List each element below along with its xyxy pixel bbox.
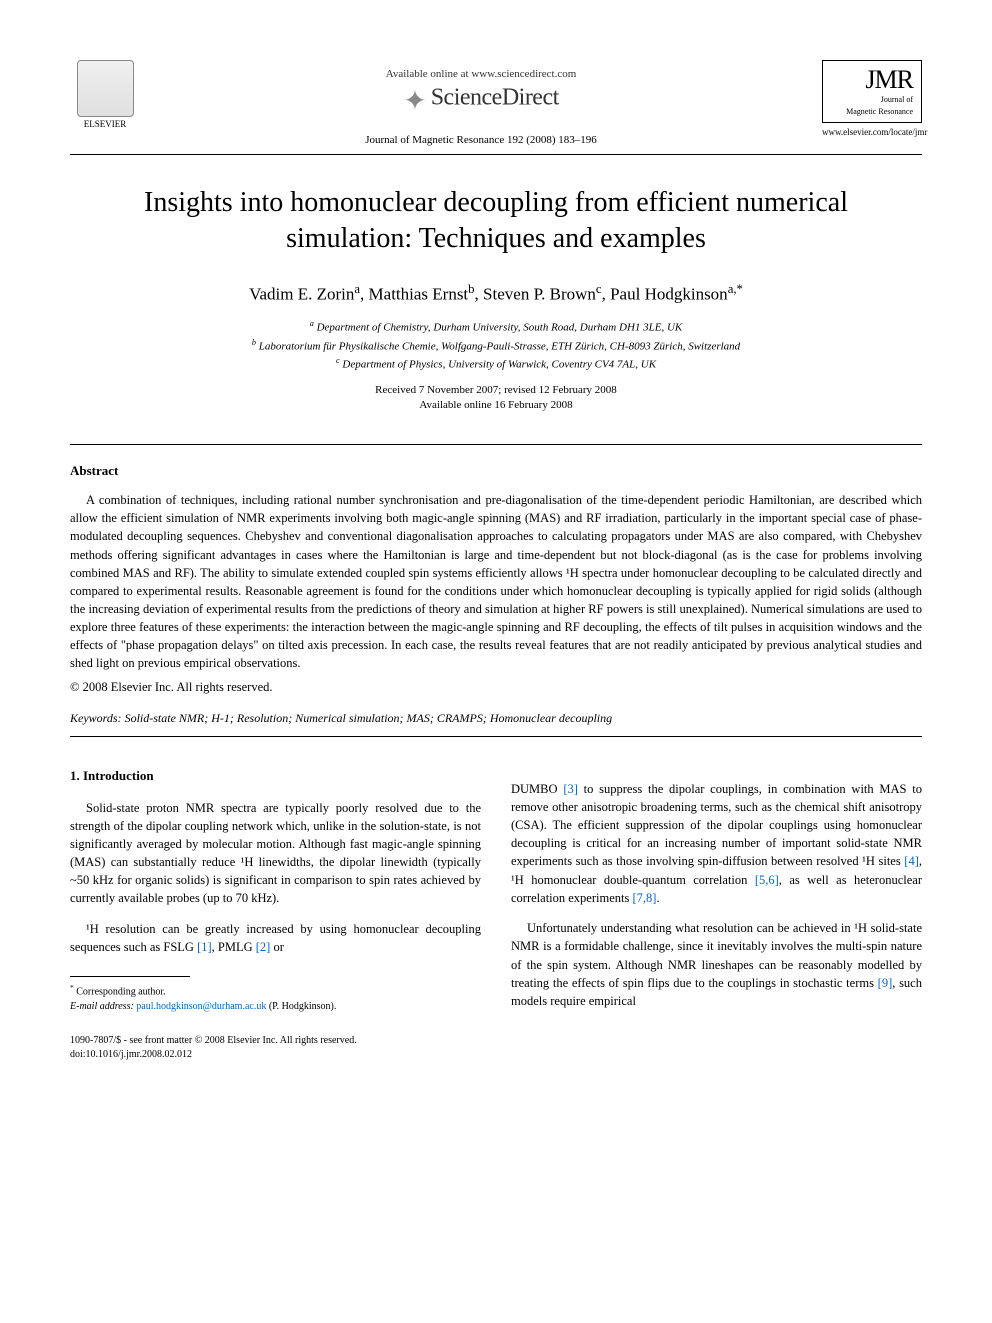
page-container: ELSEVIER Available online at www.science… — [0, 0, 992, 1102]
c2p2-a: Unfortunately understanding what resolut… — [511, 921, 922, 989]
header-row: ELSEVIER Available online at www.science… — [70, 60, 922, 146]
intro-p2-b: , PMLG — [212, 940, 256, 954]
c2p1-e: . — [656, 891, 659, 905]
corresponding-star: * — [737, 282, 743, 296]
author-4-aff: a, — [728, 282, 737, 296]
header-divider — [70, 154, 922, 155]
footnote-email-link[interactable]: paul.hodgkinson@durham.ac.uk — [136, 1001, 266, 1012]
ref-link-78[interactable]: [7,8] — [632, 891, 656, 905]
dates-block: Received 7 November 2007; revised 12 Feb… — [70, 383, 922, 414]
footnote-block: * Corresponding author. E-mail address: … — [70, 983, 481, 1013]
author-3-aff: c — [596, 282, 602, 296]
affiliations: a Department of Chemistry, Durham Univer… — [70, 318, 922, 372]
sciencedirect-text: ScienceDirect — [431, 85, 559, 111]
journal-reference: Journal of Magnetic Resonance 192 (2008)… — [140, 134, 822, 146]
elsevier-text: ELSEVIER — [84, 119, 127, 129]
jmr-name-line1: Journal of — [831, 95, 913, 105]
received-date: Received 7 November 2007; revised 12 Feb… — [70, 383, 922, 398]
jmr-abbrev: JMR — [831, 67, 913, 93]
ref-link-3[interactable]: [3] — [563, 782, 578, 796]
abstract-label: Abstract — [70, 463, 922, 479]
author-4: Paul Hodgkinson — [610, 284, 728, 303]
author-1: Vadim E. Zorin — [249, 284, 354, 303]
author-3: Steven P. Brown — [483, 284, 596, 303]
jmr-name-line2: Magnetic Resonance — [831, 107, 913, 117]
online-date: Available online 16 February 2008 — [70, 398, 922, 413]
header-center: Available online at www.sciencedirect.co… — [140, 60, 822, 146]
footnote-email-line: E-mail address: paul.hodgkinson@durham.a… — [70, 1000, 481, 1014]
affiliation-a: a Department of Chemistry, Durham Univer… — [70, 318, 922, 336]
affiliation-c-text: Department of Physics, University of War… — [342, 358, 656, 370]
column-left: 1. Introduction Solid-state proton NMR s… — [70, 767, 481, 1061]
ref-link-56[interactable]: [5,6] — [755, 873, 779, 887]
footnote-email-label: E-mail address: — [70, 1001, 134, 1012]
abstract-bottom-divider — [70, 736, 922, 737]
jmr-logo-box: JMR Journal of Magnetic Resonance — [822, 60, 922, 123]
col2-para-2: Unfortunately understanding what resolut… — [511, 919, 922, 1010]
intro-p2-c: or — [270, 940, 284, 954]
c2p1-a: DUMBO — [511, 782, 563, 796]
doi-line-1: 1090-7807/$ - see front matter © 2008 El… — [70, 1034, 481, 1048]
intro-para-1: Solid-state proton NMR spectra are typic… — [70, 799, 481, 908]
affiliation-b-text: Laboratorium für Physikalische Chemie, W… — [259, 340, 740, 352]
doi-line-2: doi:10.1016/j.jmr.2008.02.012 — [70, 1048, 481, 1062]
footnote-corresponding: * Corresponding author. — [70, 983, 481, 999]
body-two-column: 1. Introduction Solid-state proton NMR s… — [70, 767, 922, 1061]
affiliation-b: b Laboratorium für Physikalische Chemie,… — [70, 337, 922, 355]
abstract-text: A combination of techniques, including r… — [70, 491, 922, 672]
article-title: Insights into homonuclear decoupling fro… — [110, 185, 882, 258]
footnote-star-icon: * — [70, 983, 74, 992]
available-online-text: Available online at www.sciencedirect.co… — [140, 68, 822, 80]
footnote-rule — [70, 976, 190, 977]
author-2: Matthias Ernst — [369, 284, 469, 303]
doi-block: 1090-7807/$ - see front matter © 2008 El… — [70, 1034, 481, 1062]
affiliation-a-text: Department of Chemistry, Durham Universi… — [317, 322, 683, 334]
col2-para-1: DUMBO [3] to suppress the dipolar coupli… — [511, 780, 922, 907]
intro-para-2: ¹H resolution can be greatly increased b… — [70, 920, 481, 956]
elsevier-logo: ELSEVIER — [70, 60, 140, 140]
ref-link-2[interactable]: [2] — [256, 940, 271, 954]
ref-link-9[interactable]: [9] — [878, 976, 893, 990]
sd-swoosh-icon: ✦ — [403, 86, 426, 117]
keywords-line: Keywords: Solid-state NMR; H-1; Resoluti… — [70, 711, 922, 726]
elsevier-tree-icon — [77, 60, 134, 117]
abstract-top-divider — [70, 444, 922, 445]
jmr-block: JMR Journal of Magnetic Resonance www.el… — [822, 60, 922, 137]
column-right: DUMBO [3] to suppress the dipolar coupli… — [511, 767, 922, 1061]
keywords-label: Keywords: — [70, 711, 122, 725]
copyright-line: © 2008 Elsevier Inc. All rights reserved… — [70, 680, 922, 695]
footnote-author-name: (P. Hodgkinson). — [269, 1001, 337, 1012]
ref-link-4[interactable]: [4] — [904, 854, 919, 868]
footnote-label: Corresponding author. — [76, 987, 165, 998]
author-2-aff: b — [468, 282, 474, 296]
affiliation-c: c Department of Physics, University of W… — [70, 355, 922, 373]
intro-heading: 1. Introduction — [70, 767, 481, 786]
authors-line: Vadim E. Zorina, Matthias Ernstb, Steven… — [70, 282, 922, 305]
jmr-url: www.elsevier.com/locate/jmr — [822, 127, 922, 137]
ref-link-1[interactable]: [1] — [197, 940, 212, 954]
sciencedirect-logo: ✦ ScienceDirect — [140, 84, 822, 118]
author-1-aff: a — [354, 282, 360, 296]
keywords-text: Solid-state NMR; H-1; Resolution; Numeri… — [125, 711, 613, 725]
